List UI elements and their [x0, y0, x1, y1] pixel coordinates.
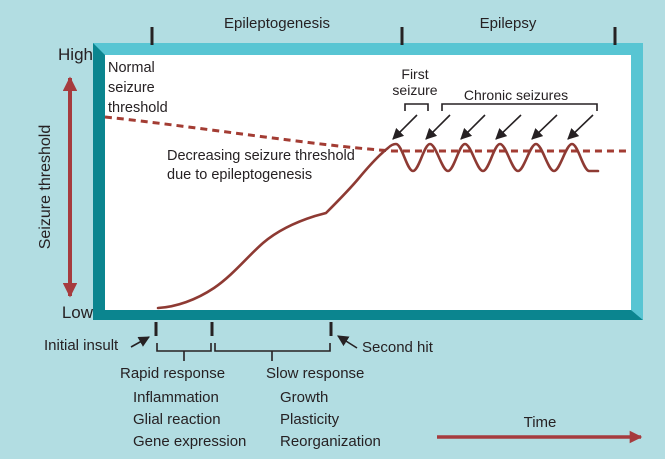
y-axis-high-label: High [58, 45, 93, 64]
y-axis-title: Seizure threshold [37, 124, 54, 250]
second-hit-label: Second hit [362, 339, 433, 356]
first-seizure-label: First seizure [392, 66, 438, 98]
y-axis-low-label: Low [61, 303, 93, 322]
x-axis-time-label: Time [523, 414, 557, 431]
normal-seizure-threshold-label: Normal seizure threshold [108, 60, 168, 116]
slow-response-title: Slow response [266, 365, 365, 382]
initial-insult-arrow [130, 336, 150, 348]
slow-response-bracket [214, 343, 331, 361]
epilepsy-phase-label: Epilepsy [479, 15, 537, 32]
decreasing-threshold-label: Decreasing seizure threshold due to epil… [167, 148, 355, 183]
rapid-response-bracket [156, 343, 212, 361]
second-hit-arrow [337, 335, 358, 349]
rapid-response-title: Rapid response [120, 365, 226, 382]
rapid-response-items: Inflammation Glial reaction Gene express… [133, 389, 247, 450]
initial-insult-label: Initial insult [44, 337, 119, 354]
slow-response-items: Growth Plasticity Reorganization [280, 389, 381, 450]
chronic-seizures-label: Chronic seizures [463, 87, 569, 103]
epileptogenesis-phase-label: Epileptogenesis [224, 15, 330, 32]
